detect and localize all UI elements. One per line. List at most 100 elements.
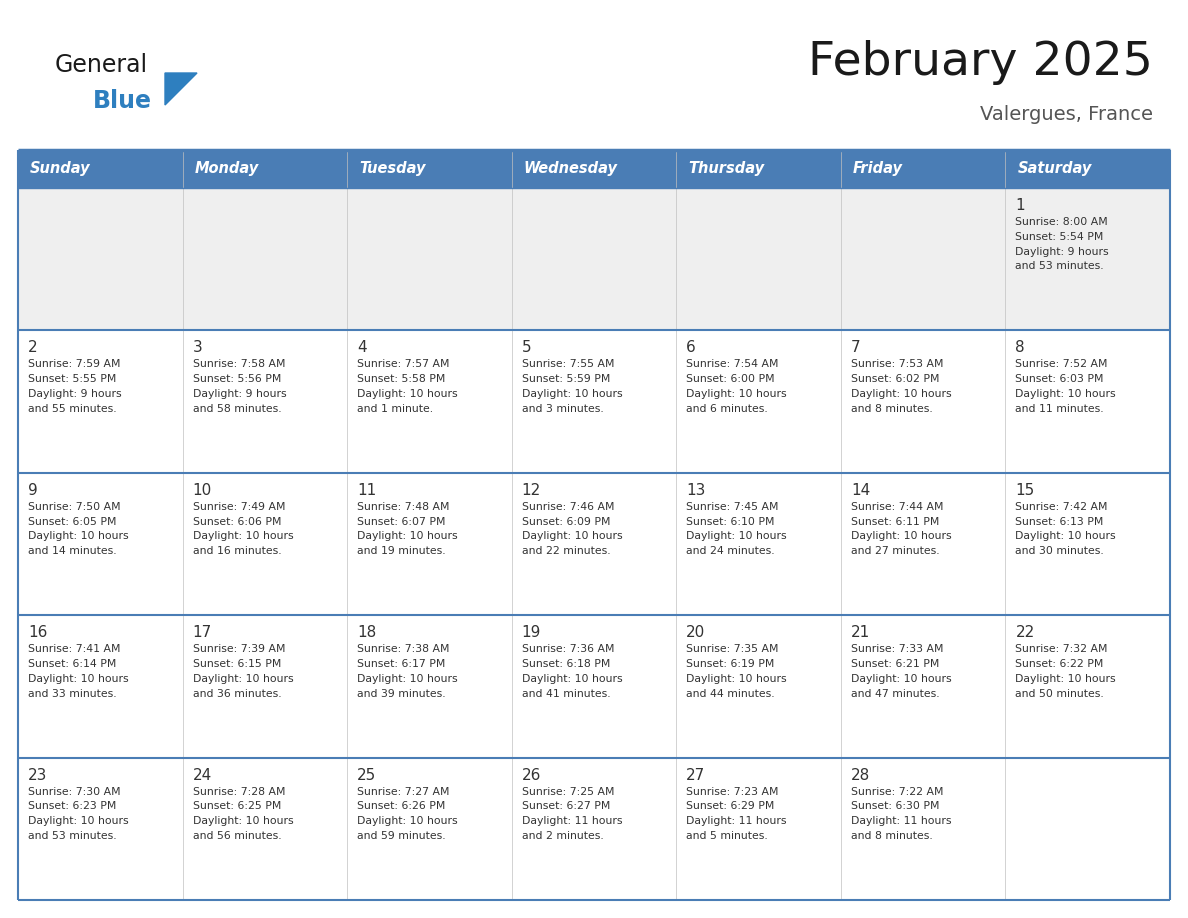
Text: 21: 21 <box>851 625 870 640</box>
Text: Sunset: 6:18 PM: Sunset: 6:18 PM <box>522 659 611 669</box>
Text: Daylight: 10 hours: Daylight: 10 hours <box>851 674 952 684</box>
Text: and 14 minutes.: and 14 minutes. <box>29 546 116 556</box>
Text: Sunset: 6:14 PM: Sunset: 6:14 PM <box>29 659 116 669</box>
Text: Sunset: 6:02 PM: Sunset: 6:02 PM <box>851 375 940 385</box>
Text: Daylight: 10 hours: Daylight: 10 hours <box>358 816 457 826</box>
Text: Daylight: 11 hours: Daylight: 11 hours <box>851 816 952 826</box>
Text: and 55 minutes.: and 55 minutes. <box>29 404 116 414</box>
Text: Sunrise: 7:48 AM: Sunrise: 7:48 AM <box>358 502 449 512</box>
Bar <box>18 188 1170 330</box>
Text: Sunset: 6:29 PM: Sunset: 6:29 PM <box>687 801 775 812</box>
Text: Sunset: 6:17 PM: Sunset: 6:17 PM <box>358 659 446 669</box>
Text: 6: 6 <box>687 341 696 355</box>
Text: Sunrise: 7:23 AM: Sunrise: 7:23 AM <box>687 787 779 797</box>
Text: 18: 18 <box>358 625 377 640</box>
Text: Daylight: 10 hours: Daylight: 10 hours <box>851 532 952 542</box>
Text: Sunday: Sunday <box>30 162 90 176</box>
Text: 8: 8 <box>1016 341 1025 355</box>
Text: and 47 minutes.: and 47 minutes. <box>851 688 940 699</box>
Text: Sunset: 5:56 PM: Sunset: 5:56 PM <box>192 375 280 385</box>
Text: Sunrise: 7:38 AM: Sunrise: 7:38 AM <box>358 644 449 655</box>
Text: Valergues, France: Valergues, France <box>980 105 1154 124</box>
Text: and 36 minutes.: and 36 minutes. <box>192 688 282 699</box>
Text: Daylight: 10 hours: Daylight: 10 hours <box>192 816 293 826</box>
Text: Tuesday: Tuesday <box>359 162 425 176</box>
Text: 7: 7 <box>851 341 860 355</box>
Text: and 53 minutes.: and 53 minutes. <box>29 831 116 841</box>
Text: Daylight: 10 hours: Daylight: 10 hours <box>687 389 786 399</box>
Text: 25: 25 <box>358 767 377 783</box>
Text: Sunrise: 7:50 AM: Sunrise: 7:50 AM <box>29 502 121 512</box>
Text: Daylight: 10 hours: Daylight: 10 hours <box>358 389 457 399</box>
Text: 11: 11 <box>358 483 377 498</box>
Text: 22: 22 <box>1016 625 1035 640</box>
Text: Daylight: 10 hours: Daylight: 10 hours <box>192 674 293 684</box>
Text: Sunset: 6:21 PM: Sunset: 6:21 PM <box>851 659 940 669</box>
Text: and 50 minutes.: and 50 minutes. <box>1016 688 1104 699</box>
Text: February 2025: February 2025 <box>808 40 1154 85</box>
Text: Sunrise: 7:44 AM: Sunrise: 7:44 AM <box>851 502 943 512</box>
Text: Sunset: 6:07 PM: Sunset: 6:07 PM <box>358 517 446 527</box>
Text: and 8 minutes.: and 8 minutes. <box>851 831 933 841</box>
Text: and 24 minutes.: and 24 minutes. <box>687 546 775 556</box>
Text: and 44 minutes.: and 44 minutes. <box>687 688 775 699</box>
Text: 12: 12 <box>522 483 541 498</box>
Text: Sunset: 6:05 PM: Sunset: 6:05 PM <box>29 517 116 527</box>
Text: and 39 minutes.: and 39 minutes. <box>358 688 446 699</box>
Text: Sunset: 6:22 PM: Sunset: 6:22 PM <box>1016 659 1104 669</box>
Text: 16: 16 <box>29 625 48 640</box>
Text: Sunrise: 7:53 AM: Sunrise: 7:53 AM <box>851 360 943 369</box>
Text: and 58 minutes.: and 58 minutes. <box>192 404 282 414</box>
Text: Sunrise: 7:27 AM: Sunrise: 7:27 AM <box>358 787 449 797</box>
Text: and 1 minute.: and 1 minute. <box>358 404 434 414</box>
Text: Daylight: 10 hours: Daylight: 10 hours <box>522 389 623 399</box>
Text: Daylight: 10 hours: Daylight: 10 hours <box>851 389 952 399</box>
Text: 15: 15 <box>1016 483 1035 498</box>
Text: Sunrise: 7:33 AM: Sunrise: 7:33 AM <box>851 644 943 655</box>
Bar <box>18 150 1170 188</box>
Text: and 41 minutes.: and 41 minutes. <box>522 688 611 699</box>
Text: Daylight: 10 hours: Daylight: 10 hours <box>192 532 293 542</box>
Text: and 19 minutes.: and 19 minutes. <box>358 546 446 556</box>
Text: Monday: Monday <box>195 162 259 176</box>
Text: Blue: Blue <box>93 89 152 113</box>
Text: and 5 minutes.: and 5 minutes. <box>687 831 767 841</box>
Text: Friday: Friday <box>853 162 903 176</box>
Text: and 59 minutes.: and 59 minutes. <box>358 831 446 841</box>
Bar <box>18 330 1170 473</box>
Text: and 16 minutes.: and 16 minutes. <box>192 546 282 556</box>
Text: Sunset: 6:09 PM: Sunset: 6:09 PM <box>522 517 611 527</box>
Text: 4: 4 <box>358 341 367 355</box>
Text: Sunset: 5:54 PM: Sunset: 5:54 PM <box>1016 232 1104 241</box>
Text: and 53 minutes.: and 53 minutes. <box>1016 262 1104 272</box>
Text: Daylight: 10 hours: Daylight: 10 hours <box>522 532 623 542</box>
Text: Sunrise: 7:52 AM: Sunrise: 7:52 AM <box>1016 360 1108 369</box>
Text: Sunrise: 7:22 AM: Sunrise: 7:22 AM <box>851 787 943 797</box>
Text: Sunrise: 7:39 AM: Sunrise: 7:39 AM <box>192 644 285 655</box>
Text: and 8 minutes.: and 8 minutes. <box>851 404 933 414</box>
Text: Sunrise: 7:49 AM: Sunrise: 7:49 AM <box>192 502 285 512</box>
Polygon shape <box>165 73 197 105</box>
Text: General: General <box>55 53 148 77</box>
Bar <box>18 757 1170 900</box>
Text: Sunset: 6:30 PM: Sunset: 6:30 PM <box>851 801 940 812</box>
Text: 13: 13 <box>687 483 706 498</box>
Text: Sunrise: 7:28 AM: Sunrise: 7:28 AM <box>192 787 285 797</box>
Text: and 27 minutes.: and 27 minutes. <box>851 546 940 556</box>
Text: Daylight: 9 hours: Daylight: 9 hours <box>29 389 121 399</box>
Text: Daylight: 10 hours: Daylight: 10 hours <box>29 674 128 684</box>
Text: Sunrise: 7:36 AM: Sunrise: 7:36 AM <box>522 644 614 655</box>
Text: Thursday: Thursday <box>688 162 764 176</box>
Text: and 2 minutes.: and 2 minutes. <box>522 831 604 841</box>
Text: 24: 24 <box>192 767 211 783</box>
Text: Daylight: 10 hours: Daylight: 10 hours <box>1016 532 1116 542</box>
Text: 17: 17 <box>192 625 211 640</box>
Text: Wednesday: Wednesday <box>524 162 618 176</box>
Text: Daylight: 10 hours: Daylight: 10 hours <box>687 674 786 684</box>
Text: Sunrise: 7:55 AM: Sunrise: 7:55 AM <box>522 360 614 369</box>
Text: 23: 23 <box>29 767 48 783</box>
Text: and 3 minutes.: and 3 minutes. <box>522 404 604 414</box>
Text: Daylight: 10 hours: Daylight: 10 hours <box>1016 389 1116 399</box>
Text: Sunrise: 7:57 AM: Sunrise: 7:57 AM <box>358 360 449 369</box>
Text: Sunset: 6:25 PM: Sunset: 6:25 PM <box>192 801 280 812</box>
